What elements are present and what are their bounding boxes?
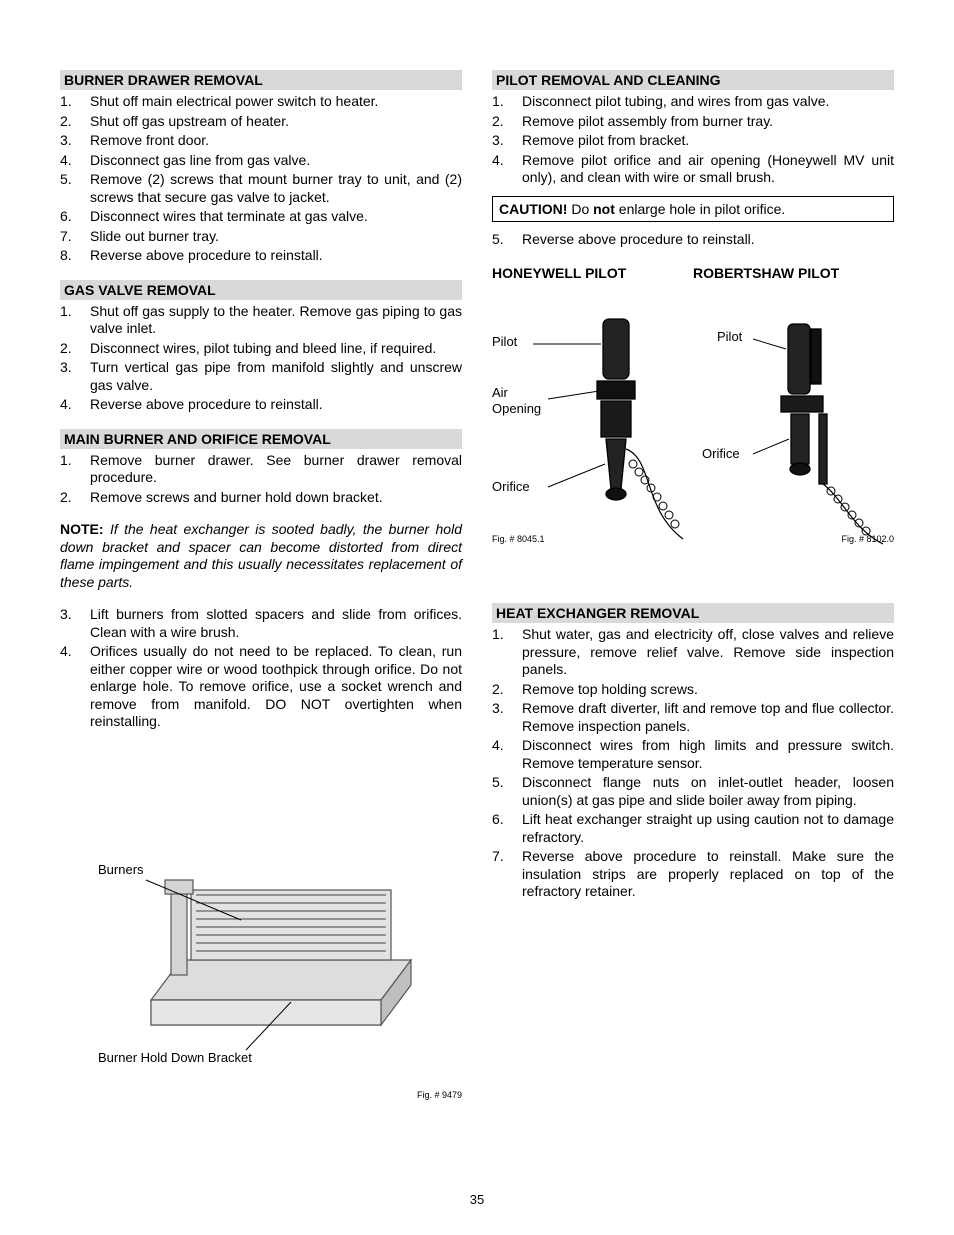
note-body: If the heat exchanger is sooted badly, t…: [60, 521, 462, 590]
list-item: 2.Remove top holding screws.: [492, 680, 894, 700]
list-item: 6.Disconnect wires that terminate at gas…: [60, 207, 462, 227]
list-item: 5.Remove (2) screws that mount burner tr…: [60, 170, 462, 207]
right-column: PILOT REMOVAL AND CLEANING 1.Disconnect …: [492, 70, 894, 1110]
air-label: Air: [492, 385, 508, 400]
main-burner-title: MAIN BURNER AND ORIFICE REMOVAL: [60, 429, 462, 449]
list-item: 6.Lift heat exchanger straight up using …: [492, 810, 894, 847]
robertshaw-header: ROBERTSHAW PILOT: [693, 265, 894, 281]
list-item: 2.Disconnect wires, pilot tubing and ble…: [60, 339, 462, 359]
pilot-fig-left: Fig. # 8045.1: [492, 534, 545, 544]
pilot-fig-right: Fig. # 8102.0: [841, 534, 894, 544]
page-number: 35: [0, 1192, 954, 1207]
caution-bold: not: [593, 201, 615, 217]
main-burner-steps-a: 1.Remove burner drawer. See burner drawe…: [60, 451, 462, 508]
heat-exchanger-title: HEAT EXCHANGER REMOVAL: [492, 603, 894, 623]
pilot-svg: [492, 289, 894, 589]
list-item: 4.Reverse above procedure to reinstall.: [60, 395, 462, 415]
burner-drawer-steps: 1.Shut off main electrical power switch …: [60, 92, 462, 266]
pilot-diagram-figure: Pilot Air Opening Orifice Pilot Orifice …: [492, 289, 894, 589]
opening-label: Opening: [492, 401, 541, 416]
two-column-layout: BURNER DRAWER REMOVAL 1.Shut off main el…: [60, 70, 894, 1110]
list-item: 3.Remove draft diverter, lift and remove…: [492, 699, 894, 736]
burner-drawer-title: BURNER DRAWER REMOVAL: [60, 70, 462, 90]
left-column: BURNER DRAWER REMOVAL 1.Shut off main el…: [60, 70, 462, 1110]
main-burner-note: NOTE: If the heat exchanger is sooted ba…: [60, 521, 462, 591]
list-item: 5.Disconnect flange nuts on inlet-outlet…: [492, 773, 894, 810]
caution-lead: CAUTION!: [499, 201, 567, 217]
burner-svg: [60, 750, 462, 1070]
list-item: 7.Reverse above procedure to reinstall. …: [492, 847, 894, 902]
list-item: 1.Shut off gas supply to the heater. Rem…: [60, 302, 462, 339]
list-item: 4.Remove pilot orifice and air opening (…: [492, 151, 894, 188]
list-item: 3.Remove front door.: [60, 131, 462, 151]
caution-box: CAUTION! Do not enlarge hole in pilot or…: [492, 196, 894, 222]
pilot-removal-title: PILOT REMOVAL AND CLEANING: [492, 70, 894, 90]
gas-valve-steps: 1.Shut off gas supply to the heater. Rem…: [60, 302, 462, 415]
main-burner-steps-b: 3.Lift burners from slotted spacers and …: [60, 605, 462, 732]
burner-fig-num: Fig. # 9479: [417, 1090, 462, 1100]
heat-exchanger-steps: 1.Shut water, gas and electricity off, c…: [492, 625, 894, 902]
pilot-label-left: Pilot: [492, 334, 517, 349]
burner-figure: Burners Burner Hold Down Bracket Fig. # …: [60, 750, 462, 1110]
list-item: 1.Disconnect pilot tubing, and wires fro…: [492, 92, 894, 112]
pilot-diagram-headers: HONEYWELL PILOT ROBERTSHAW PILOT: [492, 265, 894, 281]
list-item: 4.Disconnect gas line from gas valve.: [60, 151, 462, 171]
list-item: 2.Shut off gas upstream of heater.: [60, 112, 462, 132]
pilot-label-right: Pilot: [717, 329, 742, 344]
orifice-label-left: Orifice: [492, 479, 530, 494]
honeywell-header: HONEYWELL PILOT: [492, 265, 693, 281]
list-item: 3.Remove pilot from bracket.: [492, 131, 894, 151]
note-lead: NOTE:: [60, 521, 104, 537]
list-item: 3.Turn vertical gas pipe from manifold s…: [60, 358, 462, 395]
list-item: 4.Disconnect wires from high limits and …: [492, 736, 894, 773]
list-item: 7.Slide out burner tray.: [60, 227, 462, 247]
list-item: 1.Shut water, gas and electricity off, c…: [492, 625, 894, 680]
list-item: 2.Remove screws and burner hold down bra…: [60, 488, 462, 508]
burners-label: Burners: [98, 862, 144, 877]
list-item: 8.Reverse above procedure to reinstall.: [60, 246, 462, 266]
gas-valve-title: GAS VALVE REMOVAL: [60, 280, 462, 300]
orifice-label-right: Orifice: [702, 446, 740, 461]
caution-mid: Do: [567, 201, 593, 217]
list-item: 1.Remove burner drawer. See burner drawe…: [60, 451, 462, 488]
list-item: 2.Remove pilot assembly from burner tray…: [492, 112, 894, 132]
list-item: 3.Lift burners from slotted spacers and …: [60, 605, 462, 642]
list-item: 4.Orifices usually do not need to be rep…: [60, 642, 462, 732]
list-item: 1.Shut off main electrical power switch …: [60, 92, 462, 112]
pilot-removal-steps-a: 1.Disconnect pilot tubing, and wires fro…: [492, 92, 894, 188]
caution-tail: enlarge hole in pilot orifice.: [615, 201, 785, 217]
pilot-removal-steps-b: 5.Reverse above procedure to reinstall.: [492, 230, 894, 250]
list-item: 5.Reverse above procedure to reinstall.: [492, 230, 894, 250]
bracket-label: Burner Hold Down Bracket: [98, 1050, 252, 1065]
